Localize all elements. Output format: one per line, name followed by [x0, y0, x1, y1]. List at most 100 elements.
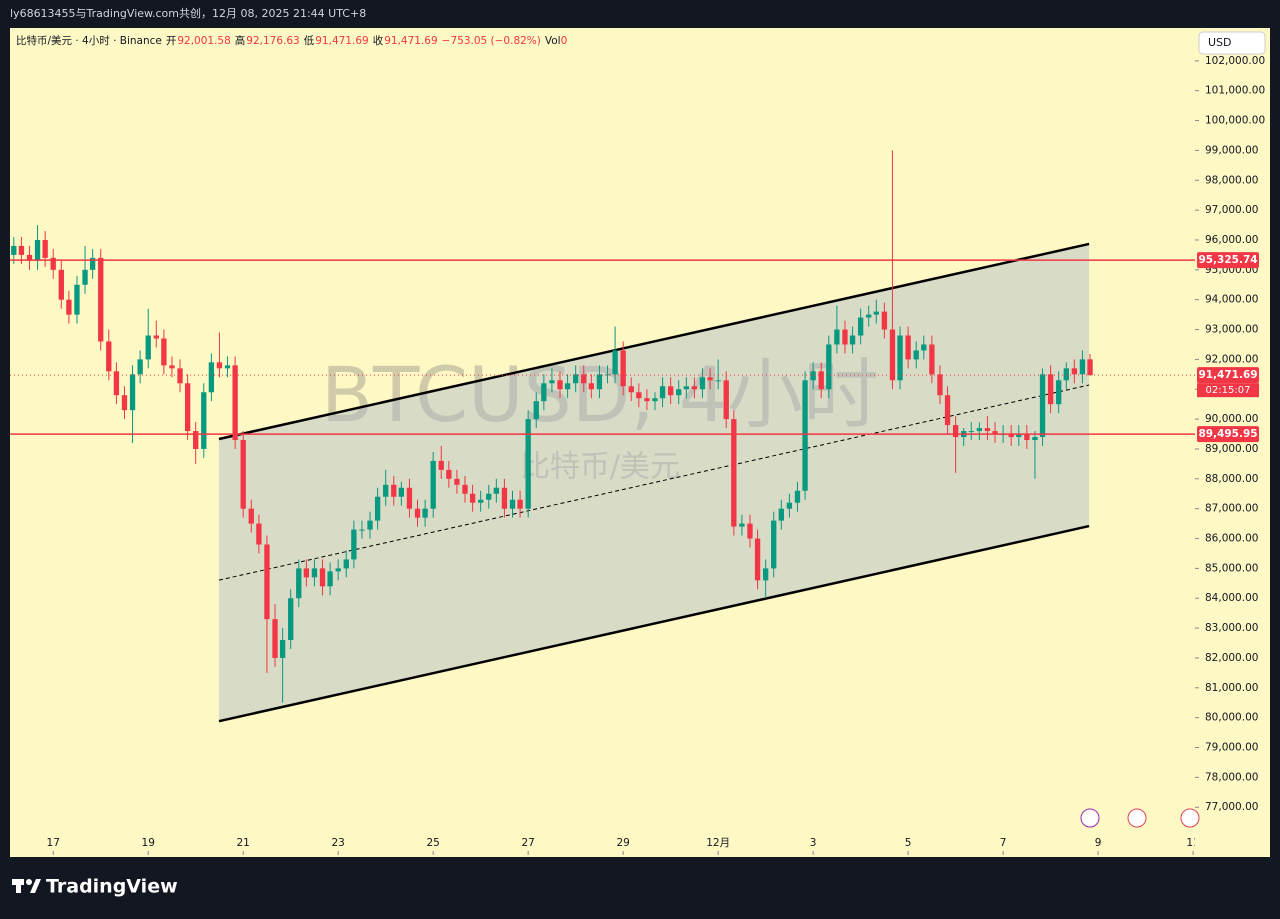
candle-body [747, 523, 753, 539]
candle-body [383, 484, 389, 497]
candle-body [374, 496, 381, 521]
candle-body [659, 386, 666, 399]
candle-body [620, 350, 626, 387]
candle-body [1071, 368, 1078, 375]
candle-body [406, 487, 413, 509]
candle-body [581, 374, 587, 384]
hline-label: 89,495.95 [1198, 428, 1257, 440]
x-tick-label: 9 [1095, 837, 1102, 849]
x-tick-label: 11 [1186, 837, 1199, 849]
candle-body [889, 329, 896, 381]
candle-body [343, 559, 349, 569]
y-tick-label: 100,000.00 [1205, 115, 1265, 127]
x-tick-label: 25 [426, 837, 439, 849]
candle-body [137, 359, 143, 375]
candle-body [731, 419, 737, 527]
candle-body [588, 383, 594, 390]
candle-body [952, 425, 959, 438]
candle-body [549, 380, 555, 384]
candle-body [208, 362, 215, 393]
y-tick-label: 87,000.00 [1205, 503, 1258, 515]
legend-value: 92,001.58 [177, 35, 230, 47]
candle-body [984, 428, 991, 432]
candle-body [414, 508, 421, 518]
price-axis [1195, 28, 1270, 857]
candle-body [106, 341, 112, 372]
candle-body [818, 371, 824, 390]
candle-body [161, 338, 167, 366]
y-tick-label: 102,000.00 [1205, 55, 1265, 67]
candle-body [193, 431, 199, 449]
legend-key: Vol [545, 35, 561, 47]
x-tick-label: 21 [237, 837, 250, 849]
candle-body [501, 487, 508, 509]
legend-change: −753.05 (−0.82%) [442, 35, 541, 47]
candle-body [335, 568, 341, 572]
y-tick-label: 79,000.00 [1205, 742, 1258, 754]
hline-tag [1197, 426, 1259, 443]
countdown: 02:15:07 [1206, 385, 1251, 396]
candle-body [1047, 374, 1054, 405]
candle-body [1056, 380, 1062, 405]
candle-body [842, 329, 848, 345]
candle-body [604, 374, 611, 376]
countdown-tag [1197, 383, 1259, 398]
candle-body [573, 374, 579, 384]
candle-body [723, 380, 729, 420]
candle-body [224, 365, 231, 369]
y-tick-label: 82,000.00 [1205, 652, 1258, 664]
y-tick-label: 80,000.00 [1205, 712, 1258, 724]
candle-body [826, 344, 832, 390]
candle-body [1008, 434, 1014, 438]
candle-body [992, 431, 998, 435]
candle-body [153, 335, 159, 339]
candle-body [311, 568, 318, 578]
candle-body [216, 362, 223, 369]
y-tick-label: 77,000.00 [1205, 801, 1258, 813]
candle-body [169, 365, 175, 369]
candle-body [913, 350, 919, 360]
candle-body [232, 365, 238, 441]
candle-body [1063, 368, 1069, 381]
candle-body [422, 508, 428, 518]
candle-body [525, 419, 531, 509]
candle-body [66, 299, 72, 315]
y-tick-label: 86,000.00 [1205, 533, 1258, 545]
share-note: ly68613455与TradingView.com共创，12月 08, 202… [10, 7, 366, 20]
x-tick-label: 17 [47, 837, 60, 849]
candle-body [771, 520, 777, 569]
currency-box[interactable] [1198, 31, 1266, 55]
candle-body [256, 523, 262, 545]
candle-body [897, 335, 903, 381]
candle-body [327, 571, 333, 587]
currency: USD [1208, 36, 1232, 49]
y-tick-label: 96,000.00 [1205, 234, 1258, 246]
candle-body [89, 257, 96, 270]
last-price-label: 91,471.69 [1198, 369, 1257, 381]
x-tick-label: 27 [521, 837, 534, 849]
candle-body [129, 374, 136, 411]
channel-lower [218, 524, 1090, 723]
candle-body [564, 383, 571, 390]
candle-body [612, 350, 618, 375]
y-tick-label: 101,000.00 [1205, 85, 1265, 97]
candle-body [446, 469, 452, 479]
candle-body [1039, 374, 1046, 438]
bottom-icons [1080, 808, 1200, 828]
y-tick-label: 85,000.00 [1205, 562, 1258, 574]
candle-body [493, 487, 500, 494]
candle-body [1079, 359, 1086, 375]
candle-body [145, 335, 151, 360]
candle-body [676, 389, 682, 396]
x-tick-label: 29 [616, 837, 629, 849]
candle-body [636, 392, 642, 399]
watermark-sub: 比特币/美元 [520, 450, 680, 485]
plot-area: BTCUSD, 4小时比特币/美元1719212325272912月357911 [10, 150, 1199, 855]
candle-body [201, 392, 207, 449]
candle-body [359, 529, 365, 531]
candle-body [478, 499, 484, 503]
candle-body [881, 311, 888, 330]
candle-body [715, 380, 721, 382]
x-tick-label: 5 [905, 837, 912, 849]
